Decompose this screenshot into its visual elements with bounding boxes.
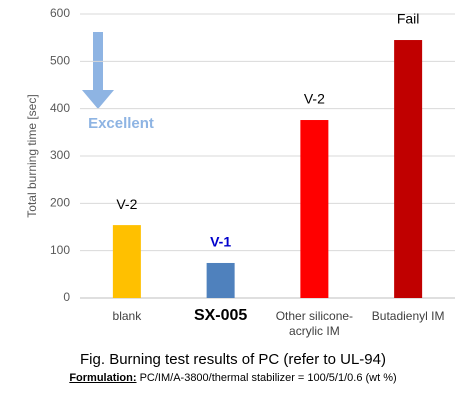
bar xyxy=(394,40,423,299)
x-tick-label: SX-005 xyxy=(193,307,248,324)
bar-label: V-2 xyxy=(116,196,137,212)
y-tick-label: 0 xyxy=(63,290,70,304)
arrow xyxy=(82,32,114,109)
y-axis-label: Total burning time [sec] xyxy=(25,94,39,217)
x-tick-label: Butadienyl IM xyxy=(371,309,445,323)
caption-formulation: Formulation: PC/IM/A-3800/thermal stabil… xyxy=(0,372,466,384)
x-tick-label: blank xyxy=(112,309,142,323)
bar xyxy=(300,120,329,298)
bar-label: Fail xyxy=(397,11,420,27)
y-tick-label: 300 xyxy=(50,148,70,162)
y-tick-label: 600 xyxy=(50,6,70,20)
y-tick-label: 100 xyxy=(50,243,70,257)
annotation: Excellent xyxy=(88,115,154,132)
y-tick-label: 500 xyxy=(50,54,70,68)
bar-label: V-1 xyxy=(210,234,231,250)
caption-title: Fig. Burning test results of PC (refer t… xyxy=(80,351,386,368)
bar-label: V-2 xyxy=(304,91,325,107)
bar xyxy=(206,262,235,298)
formulation-label: Formulation: xyxy=(69,372,137,384)
formulation-text: PC/IM/A-3800/thermal stabilizer = 100/5/… xyxy=(136,372,397,384)
y-tick-label: 400 xyxy=(50,101,70,115)
y-tick-label: 200 xyxy=(50,196,70,210)
chart: Excellent Total burning time [sec] 0 100 2… xyxy=(25,6,455,304)
bar xyxy=(112,225,141,298)
x-tick-label: Other silicone-acrylic IM xyxy=(275,309,354,338)
